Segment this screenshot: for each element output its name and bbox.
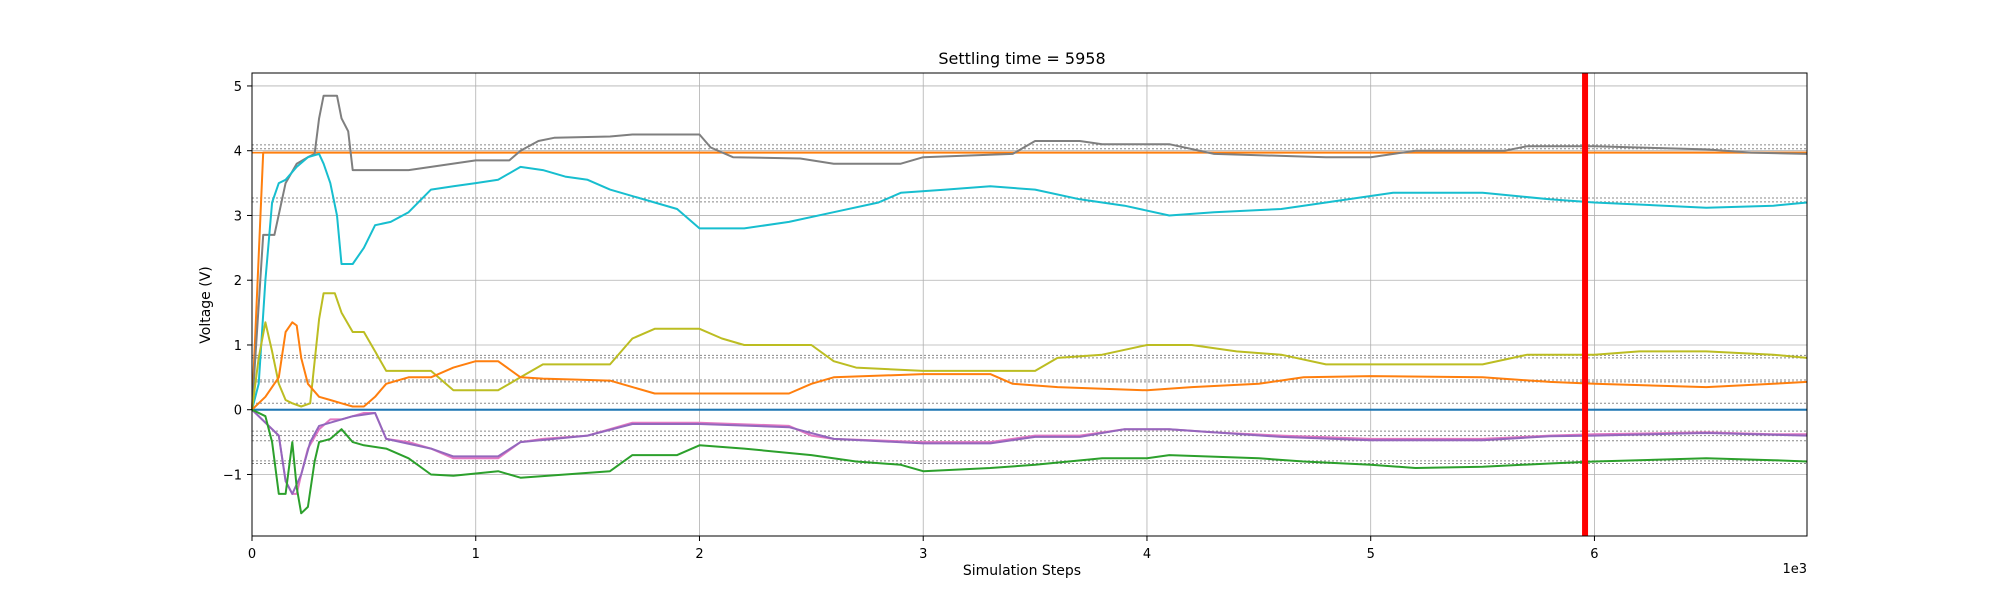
x-axis-label: Simulation Steps: [963, 563, 1081, 579]
series-layer: [251, 94, 1808, 515]
x-tick-label: 6: [1590, 547, 1598, 562]
y-axis-ticks: −1 0 1 2 3 4 5: [223, 80, 252, 483]
y-tick-label: 1: [234, 339, 242, 354]
y-tick-label: −1: [223, 468, 242, 483]
y-tick-label: 2: [234, 274, 242, 289]
series-line: [251, 151, 1807, 410]
y-tick-label: 0: [234, 404, 242, 419]
y-tick-label: 4: [234, 145, 242, 160]
series-line: [251, 321, 1808, 411]
x-axis-ticks: 0 1 2 3 4 5 6: [248, 536, 1599, 562]
series-line: [251, 408, 1808, 495]
x-tick-label: 5: [1367, 547, 1375, 562]
y-tick-label: 3: [234, 209, 242, 224]
series-line: [251, 292, 1808, 410]
x-tick-label: 4: [1143, 547, 1151, 562]
series-line: [251, 408, 1808, 515]
plot-area: [251, 72, 1808, 537]
y-axis-label: Voltage (V): [198, 266, 214, 343]
chart-title: Settling time = 5958: [938, 49, 1105, 68]
x-tick-label: 0: [248, 547, 256, 562]
series-line: [251, 152, 1808, 410]
y-tick-label: 5: [234, 80, 242, 95]
series-line: [251, 94, 1808, 410]
x-tick-label: 2: [695, 547, 703, 562]
x-tick-label: 3: [919, 547, 927, 562]
x-tick-label: 1: [472, 547, 480, 562]
x-axis-offset-label: 1e3: [1782, 562, 1807, 577]
axes-frame: [251, 72, 1808, 537]
